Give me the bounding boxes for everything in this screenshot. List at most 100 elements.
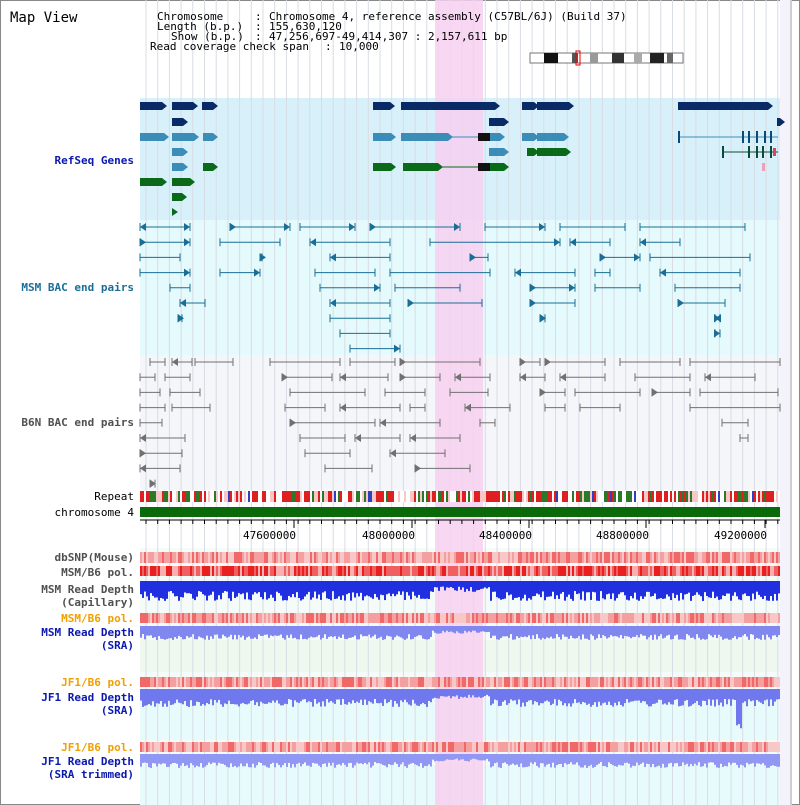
jf1-depth-sra: [566, 689, 568, 707]
jf1-depth-trimmed: [304, 754, 306, 763]
polymorphism-bin: [544, 552, 546, 563]
jf1-depth-sra: [690, 689, 692, 706]
polymorphism-bin: [226, 742, 228, 752]
msm-depth-sra: [366, 626, 368, 637]
msm-depth-capillary: [698, 581, 700, 595]
polymorphism-bin: [498, 742, 500, 752]
polymorphism-bin: [562, 566, 564, 576]
polymorphism-bin: [752, 677, 754, 687]
msm-depth-sra: [258, 626, 260, 635]
polymorphism-bin: [364, 742, 366, 752]
polymorphism-bin: [182, 566, 184, 576]
polymorphism-bin: [696, 566, 698, 576]
msm-depth-capillary: [768, 581, 770, 601]
msm-bac-end: [540, 314, 546, 323]
jf1-depth-trimmed: [718, 754, 720, 768]
polymorphism-bin: [502, 613, 504, 623]
jf1-depth-sra: [768, 689, 770, 707]
polymorphism-bin: [272, 566, 274, 576]
polymorphism-bin: [686, 613, 688, 623]
jf1-depth-trimmed: [608, 754, 610, 763]
jf1-depth-sra: [202, 689, 204, 705]
polymorphism-bin: [548, 677, 550, 687]
polymorphism-bin: [688, 742, 690, 752]
polymorphism-bin: [592, 613, 594, 623]
msm-depth-sra: [456, 626, 458, 632]
msm-depth-capillary: [280, 581, 282, 596]
polymorphism-bin: [342, 566, 344, 576]
jf1-depth-sra: [618, 689, 620, 702]
repeat-feature: [746, 491, 748, 502]
track-label-msm-depth-sra: MSM Read Depth: [41, 626, 134, 639]
repeat-feature: [370, 491, 372, 502]
msm-depth-capillary: [590, 581, 592, 600]
refseq-exon: [762, 163, 765, 171]
jf1-depth-trimmed: [510, 754, 512, 765]
polymorphism-bin: [184, 613, 186, 623]
polymorphism-bin: [396, 677, 398, 687]
polymorphism-bin: [708, 566, 710, 576]
polymorphism-bin: [464, 613, 466, 623]
polymorphism-bin: [386, 677, 388, 687]
polymorphism-bin: [288, 552, 290, 563]
repeat-feature: [408, 491, 410, 502]
jf1-depth-sra: [248, 689, 250, 704]
jf1-depth-sra: [290, 689, 292, 700]
jf1-depth-sra: [244, 689, 246, 705]
polymorphism-bin: [328, 742, 330, 752]
polymorphism-bin: [736, 613, 738, 623]
msm-depth-sra: [734, 626, 736, 637]
msm-depth-sra: [762, 626, 764, 635]
polymorphism-bin: [508, 677, 510, 687]
polymorphism-bin: [758, 566, 760, 576]
polymorphism-bin: [528, 613, 530, 623]
repeat-feature: [546, 491, 548, 502]
msm-depth-capillary: [258, 581, 260, 593]
jf1-depth-trimmed: [144, 754, 146, 763]
polymorphism-bin: [226, 613, 228, 623]
repeat-feature: [292, 491, 294, 502]
repeat-feature: [394, 491, 396, 502]
polymorphism-bin: [596, 742, 598, 752]
polymorphism-bin: [250, 552, 252, 563]
jf1-depth-trimmed: [236, 754, 238, 768]
jf1-depth-sra: [496, 689, 498, 701]
msm-depth-capillary: [452, 581, 454, 589]
polymorphism-bin: [576, 552, 578, 563]
repeat-feature: [682, 491, 684, 502]
polymorphism-bin: [314, 677, 316, 687]
msm-depth-sra: [270, 626, 272, 636]
ideogram-position-marker: [575, 50, 581, 66]
jf1-depth-sra: [264, 689, 266, 704]
msm-depth-sra: [558, 626, 560, 637]
polymorphism-bin: [420, 613, 422, 623]
polymorphism-bin: [498, 552, 500, 563]
polymorphism-bin: [368, 552, 370, 563]
polymorphism-bin: [482, 742, 484, 752]
msm-depth-capillary: [658, 581, 660, 599]
jf1-depth-sra: [752, 689, 754, 701]
polymorphism-bin: [170, 613, 172, 623]
refseq-gene: [172, 163, 183, 171]
msm-depth-capillary: [432, 581, 434, 592]
msm-depth-sra: [184, 626, 186, 640]
msm-depth-capillary: [460, 581, 462, 590]
repeat-feature: [448, 491, 450, 502]
jf1-depth-sra: [368, 689, 370, 702]
polymorphism-bin: [514, 742, 516, 752]
polymorphism-bin: [742, 742, 744, 752]
polymorphism-bin: [148, 566, 150, 576]
polymorphism-bin: [212, 677, 214, 687]
msm-depth-sra: [200, 626, 202, 638]
polymorphism-bin: [426, 742, 428, 752]
polymorphism-bin: [352, 613, 354, 623]
polymorphism-bin: [442, 552, 444, 563]
msm-depth-sra: [580, 626, 582, 640]
polymorphism-bin: [282, 677, 284, 687]
polymorphism-bin: [434, 677, 436, 687]
msm-bac-end: [230, 223, 236, 231]
jf1-depth-trimmed: [172, 754, 174, 763]
polymorphism-bin: [334, 552, 336, 563]
polymorphism-bin: [292, 613, 294, 623]
